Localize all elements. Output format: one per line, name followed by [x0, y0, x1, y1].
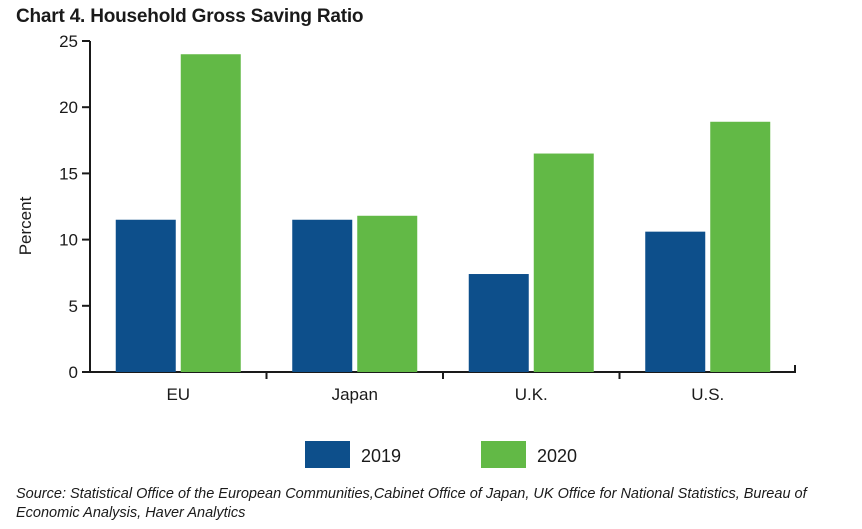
axes: 0 5 10 15 20 25: [59, 32, 796, 382]
bars: [115, 54, 771, 373]
y-tick-label: 15: [59, 164, 78, 183]
bar-2020-eu: [180, 54, 241, 373]
y-tick-label: 0: [69, 363, 78, 382]
legend-label-2019: 2019: [361, 446, 401, 466]
x-tick-label: U.S.: [691, 385, 724, 404]
bar-2019-eu: [115, 219, 176, 372]
chart-title: Chart 4. Household Gross Saving Ratio: [16, 6, 364, 27]
x-tick-label: Japan: [332, 385, 378, 404]
bar-2020-uk: [533, 153, 594, 372]
y-tick-label: 5: [69, 297, 78, 316]
y-tick-label: 20: [59, 98, 78, 117]
legend-label-2020: 2020: [537, 446, 577, 466]
bar-2020-japan: [357, 215, 418, 372]
x-tick-label: EU: [166, 385, 190, 404]
y-tick-label: 10: [59, 231, 78, 250]
legend: 2019 2020: [305, 441, 577, 468]
y-tick-label: 25: [59, 32, 78, 51]
x-tick-label: U.K.: [515, 385, 548, 404]
legend-swatch-2019: [305, 441, 350, 468]
y-axis-label: Percent: [16, 196, 35, 255]
bar-2020-us: [710, 121, 771, 372]
y-ticks: 0 5 10 15 20 25: [59, 32, 90, 382]
bar-2019-japan: [292, 219, 353, 372]
x-ticks: [265, 365, 796, 379]
bar-2019-us: [645, 231, 706, 372]
bar-2019-uk: [468, 274, 529, 372]
source-note: Source: Statistical Office of the Europe…: [16, 486, 807, 521]
category-labels: EU Japan U.K. U.S.: [166, 385, 724, 404]
legend-swatch-2020: [481, 441, 526, 468]
